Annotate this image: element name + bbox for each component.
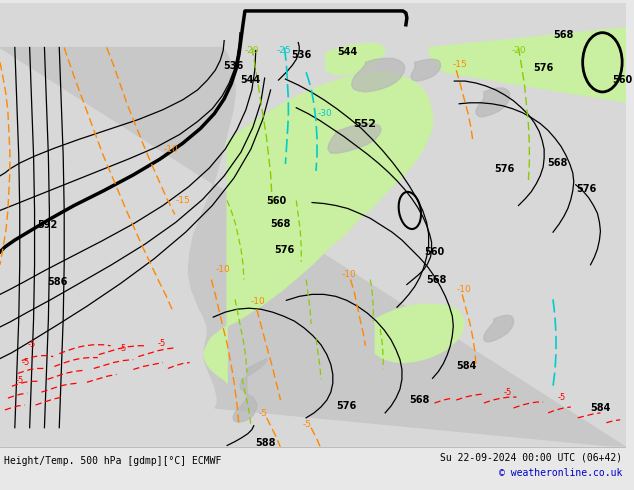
Polygon shape [326, 44, 385, 75]
Text: 552: 552 [354, 119, 377, 128]
Text: 560: 560 [267, 196, 287, 206]
Text: -5: -5 [558, 392, 566, 402]
Text: 576: 576 [336, 401, 356, 411]
Text: Height/Temp. 500 hPa [gdmp][°C] ECMWF: Height/Temp. 500 hPa [gdmp][°C] ECMWF [4, 456, 221, 466]
Polygon shape [484, 315, 514, 342]
Text: -25: -25 [276, 46, 291, 55]
Polygon shape [328, 123, 381, 153]
Text: 568: 568 [547, 158, 567, 168]
Bar [0, 447, 626, 487]
Text: 584: 584 [456, 362, 477, 371]
Text: -20: -20 [512, 46, 526, 55]
Text: -5: -5 [16, 376, 24, 385]
Polygon shape [233, 359, 267, 422]
Text: 588: 588 [255, 438, 275, 447]
Text: 576: 576 [275, 245, 295, 255]
Text: © weatheronline.co.uk: © weatheronline.co.uk [499, 468, 622, 478]
Polygon shape [476, 88, 510, 117]
Text: 592: 592 [37, 220, 58, 230]
Text: 560: 560 [425, 247, 445, 257]
Polygon shape [411, 59, 441, 81]
Polygon shape [352, 58, 405, 92]
Polygon shape [0, 48, 626, 447]
Text: -20: -20 [245, 46, 259, 55]
Text: 568: 568 [409, 395, 429, 405]
Text: -5: -5 [119, 344, 127, 353]
Text: -5: -5 [503, 388, 512, 396]
Text: -5: -5 [28, 340, 36, 349]
Text: 586: 586 [48, 276, 68, 287]
Text: 536: 536 [292, 50, 311, 60]
Text: 576: 576 [494, 164, 514, 174]
Text: 568: 568 [427, 274, 447, 285]
Text: -5: -5 [22, 358, 30, 367]
Text: 568: 568 [271, 219, 291, 229]
Text: 576: 576 [533, 63, 553, 73]
Text: 560: 560 [612, 75, 633, 85]
Text: 536: 536 [223, 61, 243, 71]
Text: -15: -15 [452, 60, 467, 69]
Polygon shape [375, 304, 464, 363]
Text: 544: 544 [240, 75, 260, 85]
Text: 576: 576 [577, 184, 597, 194]
Text: -10: -10 [164, 145, 179, 154]
Text: -30: -30 [318, 109, 333, 118]
Text: -5: -5 [158, 339, 166, 348]
Text: -10: -10 [342, 270, 356, 279]
Text: -10: -10 [216, 265, 230, 274]
Text: 568: 568 [553, 30, 573, 40]
Text: Su 22-09-2024 00:00 UTC (06+42): Su 22-09-2024 00:00 UTC (06+42) [440, 452, 622, 463]
Text: -10: -10 [456, 285, 471, 294]
Text: -15: -15 [176, 196, 191, 205]
Polygon shape [204, 72, 432, 383]
Text: 544: 544 [338, 48, 358, 57]
Text: -5: -5 [259, 409, 268, 418]
Text: -5: -5 [302, 420, 311, 429]
Polygon shape [430, 28, 626, 102]
Text: 584: 584 [590, 403, 611, 413]
Text: -10: -10 [251, 297, 266, 306]
